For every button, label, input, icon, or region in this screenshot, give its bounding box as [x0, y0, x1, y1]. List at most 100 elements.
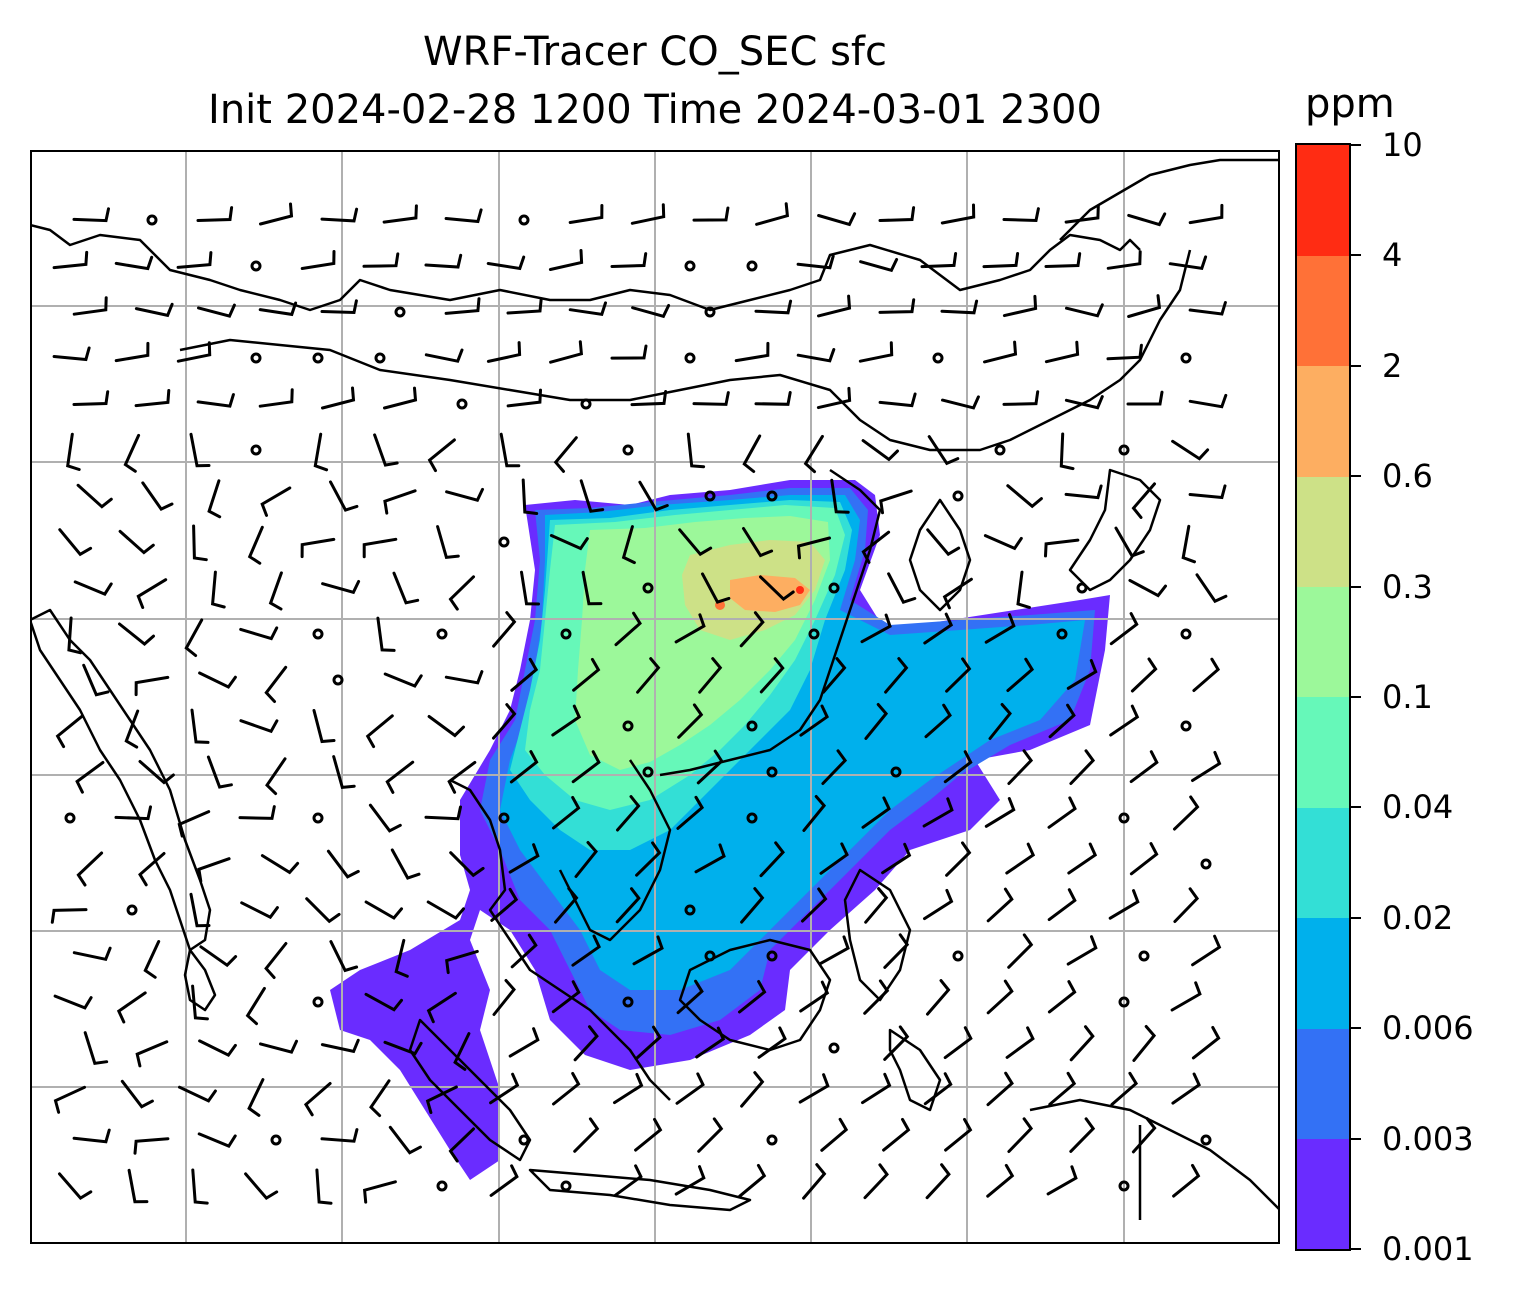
colorbar-tick: [1351, 806, 1361, 809]
wind-barb: [118, 529, 155, 555]
wind-barb: [320, 1038, 360, 1054]
wind-barb: [796, 348, 836, 363]
wind-barb: [1129, 750, 1159, 784]
wind-barb: [754, 299, 793, 315]
wind-barb: [1007, 749, 1034, 785]
coast-china-east: [659, 468, 882, 777]
wind-barb: [116, 991, 147, 1024]
wind-barb: [445, 949, 479, 975]
wind-barb: [300, 537, 336, 559]
wind-barb: [453, 1032, 471, 1071]
wind-barb: [1046, 1165, 1078, 1196]
coast-korea: [908, 498, 972, 612]
wind-barb: [610, 344, 648, 360]
wind-barb: [1065, 303, 1104, 318]
calm-wind-marker: [436, 628, 448, 640]
wind-barb: [320, 299, 358, 315]
wind-barb: [548, 249, 584, 271]
wind-barb: [549, 534, 589, 551]
wind-barb: [986, 979, 1014, 1015]
wind-barb: [492, 979, 516, 1016]
wind-barb: [802, 795, 827, 832]
wind-barb: [1173, 795, 1200, 831]
wind-barb: [861, 530, 891, 564]
wind-barb: [676, 795, 705, 830]
wind-barb: [133, 1137, 170, 1155]
wind-barb: [697, 1117, 724, 1153]
wind-barb: [247, 525, 264, 565]
wind-barb: [1127, 212, 1167, 227]
wind-barb: [73, 580, 113, 596]
wind-barb: [239, 626, 279, 641]
wind-barb: [1181, 524, 1196, 564]
wind-barb: [551, 704, 582, 737]
wind-barb: [926, 979, 951, 1016]
wind-barb: [1044, 340, 1080, 364]
colorbar-tick: [1351, 916, 1361, 919]
wind-barb: [134, 675, 170, 697]
colorbar-tick: [1351, 696, 1361, 698]
wind-barb: [572, 657, 601, 692]
calm-wind-marker: [622, 996, 634, 1008]
wind-barb: [1006, 657, 1035, 692]
wind-barb: [373, 433, 399, 467]
wind-barb: [1192, 657, 1221, 692]
calm-wind-marker: [1118, 996, 1130, 1008]
wind-barb: [190, 708, 210, 744]
wind-barb: [1002, 294, 1038, 318]
wind-barb: [1191, 750, 1222, 782]
wind-barb: [1171, 1072, 1201, 1105]
wind-barb: [1168, 255, 1208, 270]
wind-barb: [135, 1040, 169, 1068]
colorbar-tick-label: 10: [1382, 126, 1423, 164]
wind-barb: [197, 857, 231, 883]
wind-barb: [861, 1072, 892, 1105]
wind-barb: [927, 435, 960, 466]
wind-barb: [632, 935, 664, 966]
wind-barb: [191, 1168, 209, 1205]
wind-barb: [76, 483, 113, 509]
calm-wind-marker: [374, 352, 386, 364]
wind-barb: [72, 296, 108, 316]
wind-barb: [883, 1025, 910, 1061]
wind-barb: [614, 611, 642, 647]
wind-barb: [883, 933, 910, 969]
calm-wind-marker: [952, 490, 964, 502]
wind-barb: [1067, 842, 1098, 875]
map-title: WRF-Tracer CO_SEC sfc: [422, 29, 888, 75]
wind-barb: [1171, 439, 1210, 461]
wind-barb: [1064, 204, 1100, 224]
wind-barb: [830, 478, 850, 514]
wind-barb: [552, 1072, 581, 1106]
wind-barb: [1064, 395, 1104, 410]
calm-wind-marker: [146, 214, 158, 226]
calm-wind-marker: [64, 812, 76, 824]
wind-barb: [436, 525, 460, 560]
wind-barb: [82, 663, 110, 697]
wind-barb: [66, 432, 81, 471]
wind-barb: [489, 1164, 519, 1197]
wind-barb: [362, 537, 398, 559]
calm-wind-marker: [560, 628, 572, 640]
wind-barb: [944, 1117, 973, 1152]
wind-barb: [701, 572, 731, 604]
wind-barb: [197, 303, 236, 318]
coast-sumatra: [408, 1018, 532, 1162]
wind-barb: [859, 258, 899, 273]
wind-barb: [392, 571, 420, 605]
wind-barb: [820, 1117, 849, 1152]
wind-barb: [1114, 526, 1145, 558]
wind-barb: [738, 1163, 767, 1198]
colorbar-band: [1297, 807, 1349, 919]
coastlines: [30, 158, 1280, 1220]
wind-barb: [176, 251, 213, 269]
wind-barb: [878, 298, 916, 314]
calm-wind-marker: [394, 306, 406, 318]
calm-wind-marker: [622, 720, 634, 732]
wind-barb: [199, 945, 238, 968]
plume-level-10: [796, 586, 804, 594]
colorbar-tick: [1351, 1137, 1361, 1140]
wind-barb: [940, 203, 976, 225]
colorbar-band: [1297, 1138, 1349, 1250]
wind-barb: [486, 341, 522, 363]
